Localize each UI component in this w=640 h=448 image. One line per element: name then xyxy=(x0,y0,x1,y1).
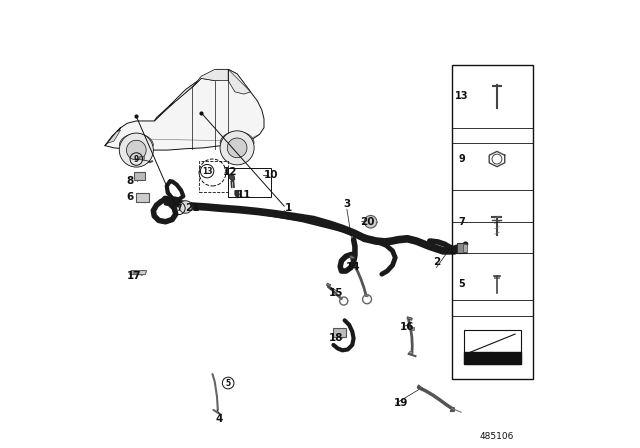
Polygon shape xyxy=(418,385,423,390)
Text: 1: 1 xyxy=(285,203,292,213)
Text: 12: 12 xyxy=(223,168,237,177)
Polygon shape xyxy=(235,190,239,198)
Circle shape xyxy=(364,215,377,228)
Text: 4: 4 xyxy=(216,414,223,424)
Text: 13: 13 xyxy=(202,167,212,176)
Polygon shape xyxy=(154,78,201,121)
Circle shape xyxy=(179,201,192,213)
Polygon shape xyxy=(138,156,144,159)
Text: 19: 19 xyxy=(394,398,408,408)
Circle shape xyxy=(220,131,254,165)
Circle shape xyxy=(227,138,247,158)
Text: 18: 18 xyxy=(328,333,343,343)
Bar xyxy=(457,243,466,253)
Polygon shape xyxy=(463,244,467,252)
Polygon shape xyxy=(230,175,235,181)
Polygon shape xyxy=(407,317,412,320)
Text: 3: 3 xyxy=(343,199,351,209)
Text: 10: 10 xyxy=(264,170,278,180)
Polygon shape xyxy=(132,271,137,274)
Text: 7: 7 xyxy=(459,217,465,227)
Polygon shape xyxy=(364,293,369,297)
Polygon shape xyxy=(494,276,500,279)
Text: 17: 17 xyxy=(127,271,141,280)
Text: 16: 16 xyxy=(400,322,415,332)
Text: 20: 20 xyxy=(360,217,374,227)
Polygon shape xyxy=(192,69,228,87)
Polygon shape xyxy=(220,131,254,143)
Text: 9: 9 xyxy=(459,154,465,164)
Polygon shape xyxy=(326,283,331,287)
Text: 485106: 485106 xyxy=(480,432,514,441)
Polygon shape xyxy=(228,69,250,94)
Bar xyxy=(464,330,521,365)
Text: 15: 15 xyxy=(328,289,343,298)
Text: 5: 5 xyxy=(225,379,231,388)
Bar xyxy=(199,161,228,192)
Text: 13: 13 xyxy=(455,91,468,101)
Polygon shape xyxy=(119,134,154,146)
Circle shape xyxy=(127,140,146,160)
Bar xyxy=(333,328,346,337)
Bar xyxy=(136,193,149,202)
Polygon shape xyxy=(107,130,120,143)
Text: 5: 5 xyxy=(459,280,465,289)
Bar xyxy=(134,172,145,180)
Circle shape xyxy=(119,133,154,167)
Bar xyxy=(228,168,271,197)
Text: 14: 14 xyxy=(346,262,361,271)
Text: 9: 9 xyxy=(134,155,139,164)
Polygon shape xyxy=(201,69,237,81)
Text: 2: 2 xyxy=(433,257,440,267)
Polygon shape xyxy=(409,351,413,354)
Text: 6: 6 xyxy=(126,192,133,202)
Polygon shape xyxy=(410,327,414,330)
Polygon shape xyxy=(464,353,521,365)
Polygon shape xyxy=(129,271,147,275)
Text: 11: 11 xyxy=(237,190,251,200)
Text: 21: 21 xyxy=(185,203,200,213)
Text: 8: 8 xyxy=(126,177,133,186)
Text: 7: 7 xyxy=(176,204,182,213)
Polygon shape xyxy=(105,69,264,150)
Polygon shape xyxy=(349,255,355,259)
Bar xyxy=(452,65,532,379)
